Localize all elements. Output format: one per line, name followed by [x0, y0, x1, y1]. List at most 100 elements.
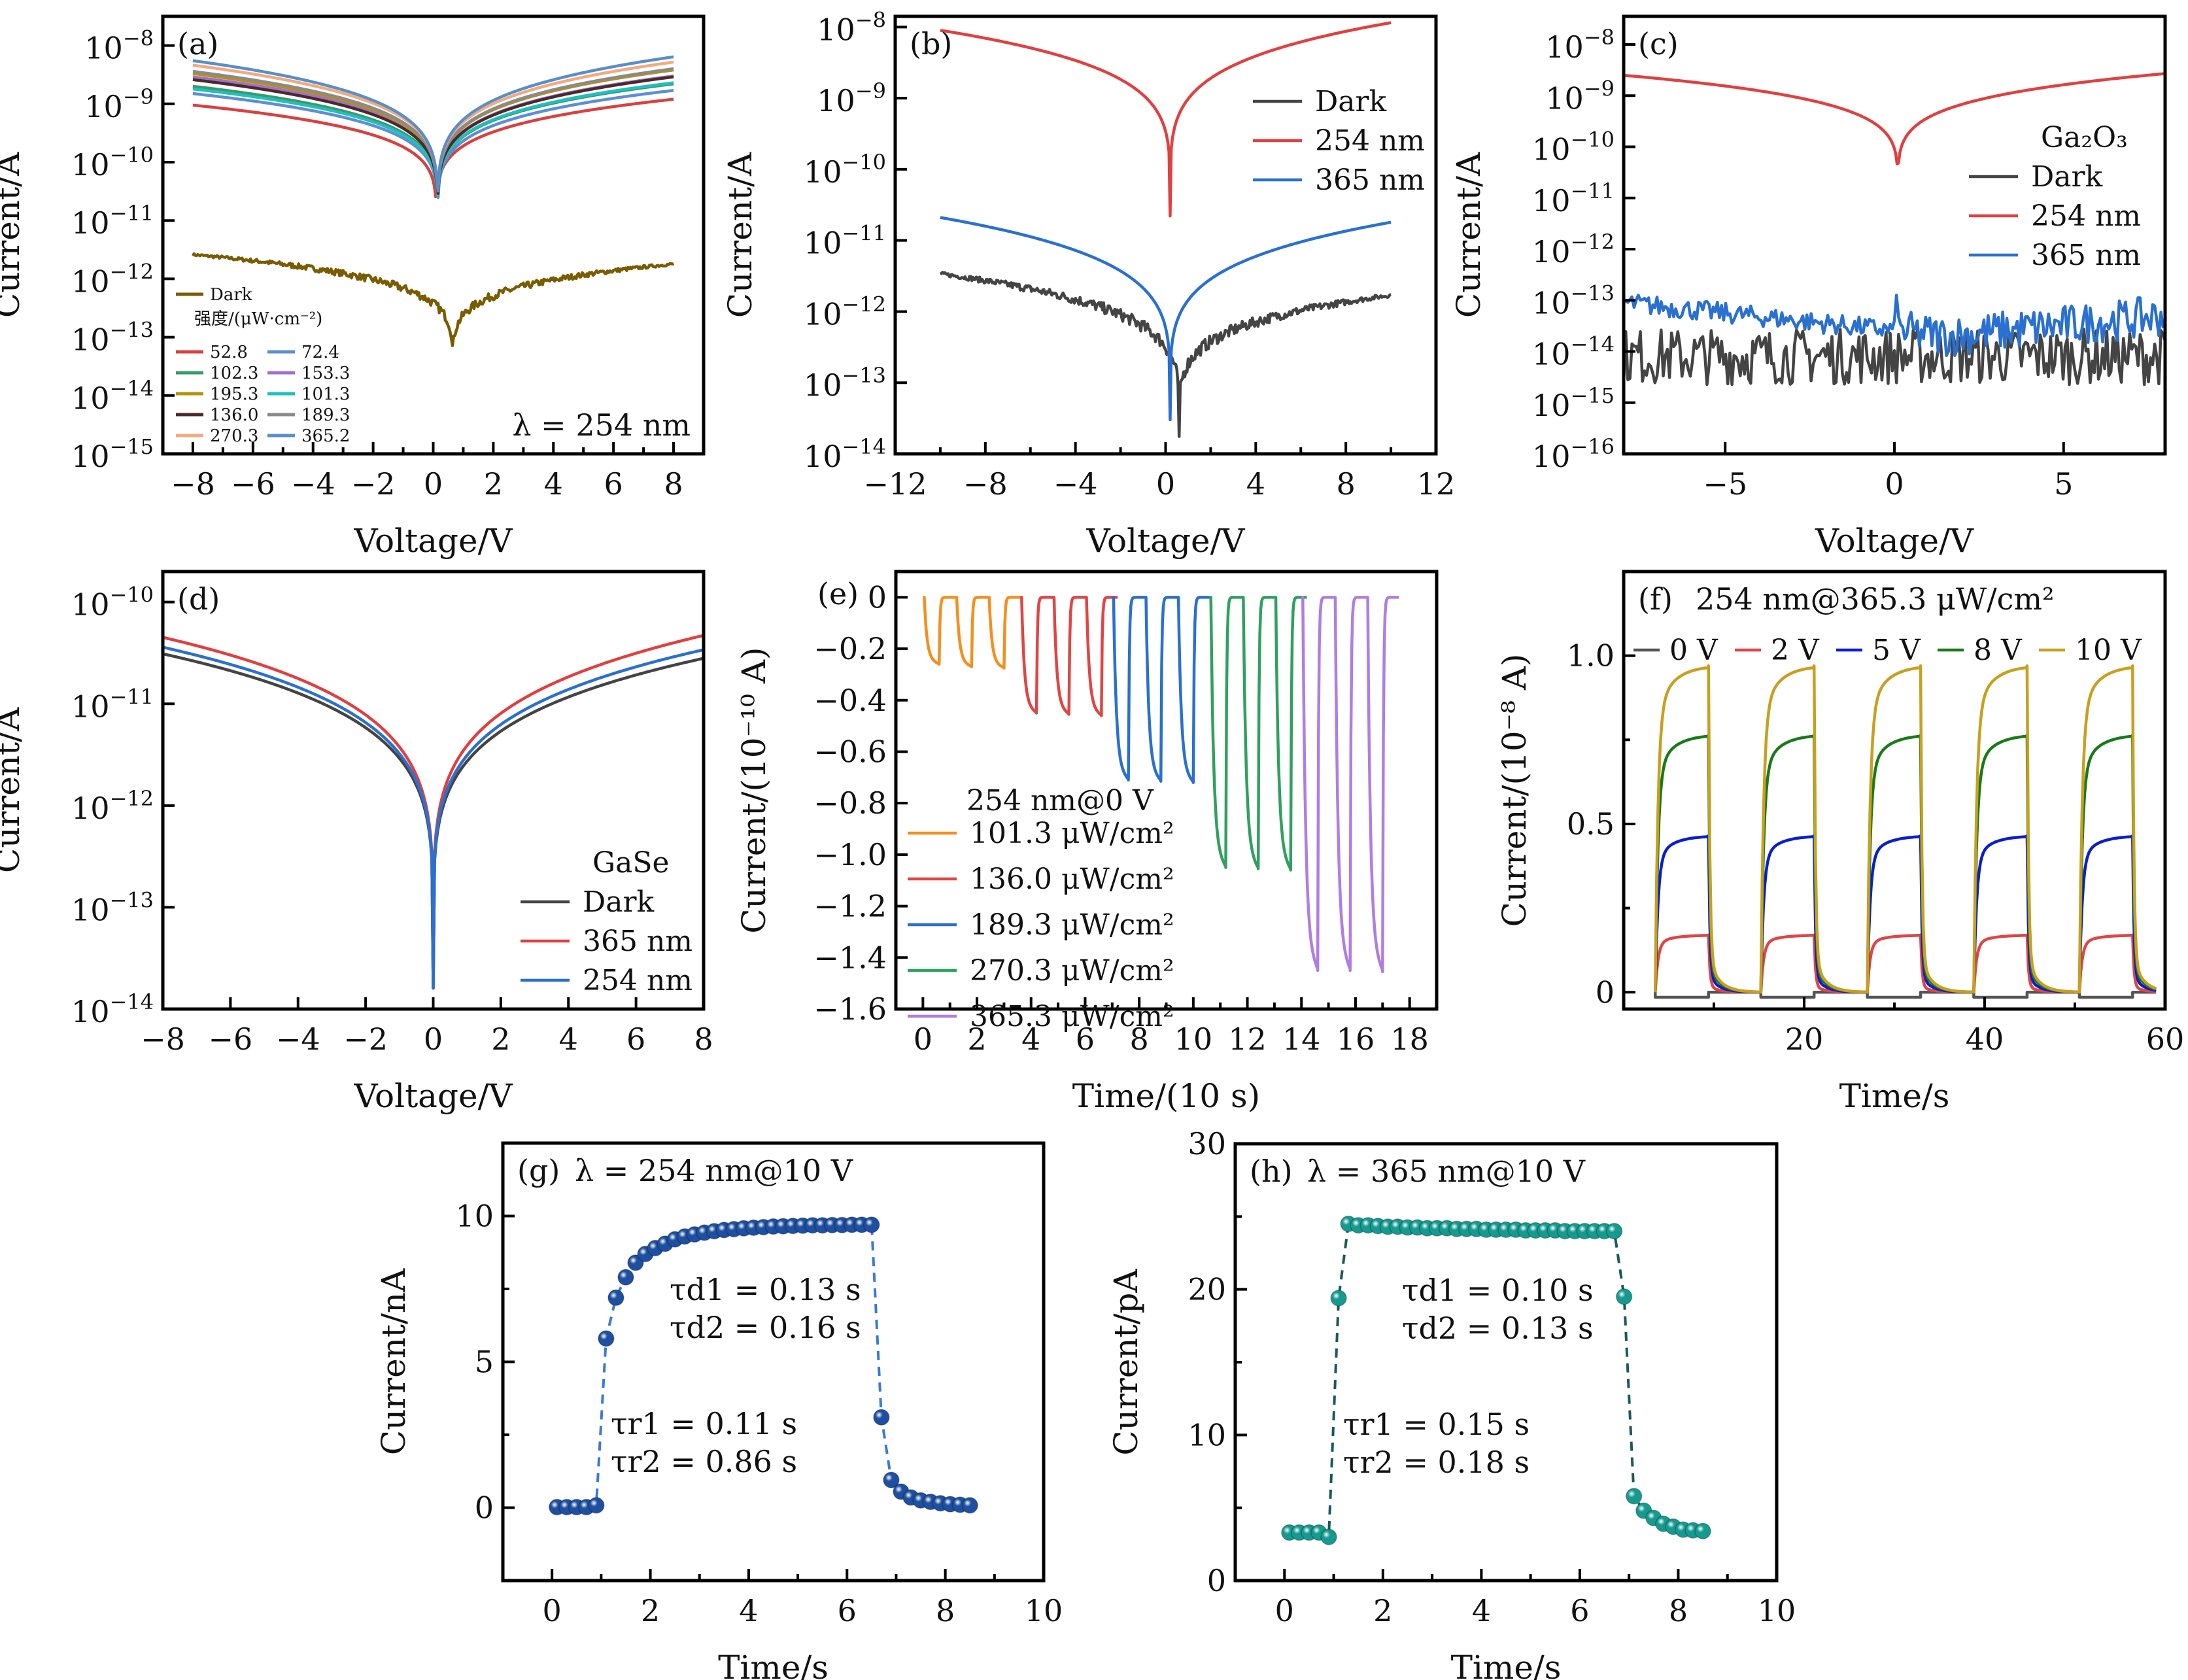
legend-title: GaSe [592, 846, 670, 880]
panel-c: −5 0 5 10−8 10−9 10−10 10−11 10−12 10−13 10−14 10−… [1450, 14, 2167, 560]
legend-label: 195.3 [210, 385, 258, 404]
x-tick-label: 4 [739, 1593, 758, 1628]
y-tick-label: −0.6 [813, 734, 887, 769]
legend-label: 153.3 [301, 364, 350, 383]
x-tick-label: −2 [351, 466, 396, 502]
x-tick-label: 0 [914, 1021, 932, 1057]
legend-d: GaSe Dark 365 nm 254 nm [521, 846, 692, 997]
legend-label: 365.2 [301, 426, 350, 446]
series-line-254-nm [163, 645, 704, 990]
x-axis-title: Voltage/V [353, 1077, 513, 1115]
plot-frame [893, 14, 1438, 456]
legend-label: 72.4 [301, 343, 339, 362]
x-tick-label: 0 [424, 1021, 443, 1057]
y-tick-label: 1.0 [1567, 638, 1615, 674]
x-tick-label: 8 [694, 1021, 713, 1057]
series-line-270.3 [1209, 596, 1308, 872]
y-tick-label: 0.5 [1567, 806, 1615, 842]
legend-b: Dark 254 nm 365 nm [1253, 85, 1425, 197]
legend-label: 2 V [1771, 634, 1820, 667]
x-tick-label: 0 [424, 466, 443, 502]
legend-title: Ga₂O₃ [2041, 121, 2128, 154]
x-tick-label: −6 [208, 1021, 252, 1057]
tau-d1-annotation: τd1 = 0.10 s [1402, 1273, 1594, 1308]
y-tick-label: −0.8 [813, 785, 887, 821]
panel-h: 0 2 4 6 8 10 0 10 20 30 Time/s Current/pA (h) λ = 365… [1107, 1126, 1796, 1680]
data-point [863, 1216, 880, 1233]
x-tick-label: 2 [967, 1021, 986, 1057]
y-tick-label: 20 [1188, 1272, 1226, 1307]
panel-title: 254 nm@365.3 μW/cm² [1696, 581, 2054, 617]
tau-d2-annotation: τd2 = 0.13 s [1402, 1311, 1594, 1346]
x-tick-label: 0 [1885, 466, 1904, 502]
data-point [961, 1497, 978, 1514]
plot-frame [501, 1141, 1046, 1583]
fit-line [1289, 1222, 1703, 1539]
series-line-254-nm [1624, 72, 2165, 165]
y-axis-title: Current/A [0, 707, 27, 873]
y-tick-label: −0.4 [813, 683, 887, 718]
y-tick-label: 10−10 [71, 583, 154, 623]
x-tick-label: 8 [1337, 466, 1356, 502]
series-line-Dark [939, 271, 1392, 438]
y-tick-label: 0 [1596, 974, 1615, 1010]
plot-frame [894, 570, 1439, 1011]
legend-label: 0 V [1669, 634, 1718, 667]
legend-label: 189.3 [301, 405, 350, 425]
plot-frame [161, 14, 706, 456]
x-tick-label: −8 [171, 466, 215, 502]
series-line-10V [1654, 664, 2157, 994]
x-tick-label: 2 [1373, 1593, 1392, 1628]
y-tick-label: 10−9 [84, 84, 154, 124]
x-tick-label: 4 [1246, 466, 1265, 502]
y-tick-label: −1.0 [813, 837, 887, 872]
legend-label: 10 V [2075, 634, 2142, 667]
series-line-365.2 [192, 55, 674, 192]
plot-frame [1233, 1142, 1779, 1583]
x-tick-label: 6 [626, 1021, 645, 1057]
legend-label: 365 nm [1315, 163, 1425, 197]
x-axis-title: Time/s [1839, 1077, 1950, 1115]
legend-label: 8 V [1974, 634, 2023, 667]
legend-label: 101.3 μW/cm² [970, 817, 1174, 850]
panel-a: −8 −6 −4 −2 0 2 4 6 8 10−8 10−9 10−10 10−11 10−12 10−1… [0, 14, 706, 560]
data-point [1625, 1488, 1643, 1505]
panel-label: (g) [517, 1153, 560, 1188]
plot-area-h [1281, 1215, 1711, 1545]
panel-d: −8 −6 −4 −2 0 2 4 6 8 10−10 10−11 10−12 10−13 10−14 Vo… [0, 570, 713, 1115]
x-tick-label: 10 [1758, 1593, 1796, 1628]
y-tick-label: −1.4 [813, 940, 887, 975]
legend-title: 强度/(μW·cm⁻²) [194, 309, 322, 329]
x-tick-label: −8 [141, 1021, 185, 1057]
x-tick-label: −12 [863, 466, 927, 502]
legend-label: 270.3 μW/cm² [970, 954, 1174, 987]
x-tick-label: 4 [559, 1021, 578, 1057]
x-tick-label: 2 [491, 1021, 510, 1057]
legend-label: 101.3 [301, 385, 350, 404]
legend-label: Dark [1315, 85, 1387, 118]
x-tick-label: −6 [231, 466, 275, 502]
x-axis-title: Voltage/V [1815, 522, 1974, 560]
legend-label: 365 nm [583, 925, 692, 958]
y-tick-label: 10−10 [1532, 128, 1615, 167]
x-tick-label: 0 [543, 1593, 562, 1628]
x-tick-label: 5 [2054, 466, 2073, 502]
data-point [1605, 1222, 1623, 1240]
legend-label: 254 nm [2031, 199, 2141, 233]
data-point [1615, 1288, 1633, 1305]
data-point [1320, 1528, 1337, 1545]
x-tick-label: −4 [291, 466, 335, 502]
tau-r1-annotation: τr1 = 0.15 s [1343, 1407, 1530, 1442]
data-point [588, 1497, 605, 1514]
x-tick-label: 18 [1390, 1021, 1429, 1057]
y-axis-title: Current/nA [375, 1268, 413, 1455]
x-tick-label: 2 [484, 466, 503, 502]
x-tick-label: −8 [963, 466, 1008, 502]
series-line-101.3 [923, 596, 1021, 670]
x-axis-title: Time/(10 s) [1072, 1077, 1260, 1115]
legend-label: 52.8 [210, 343, 248, 362]
y-tick-label: 10−12 [804, 292, 886, 332]
